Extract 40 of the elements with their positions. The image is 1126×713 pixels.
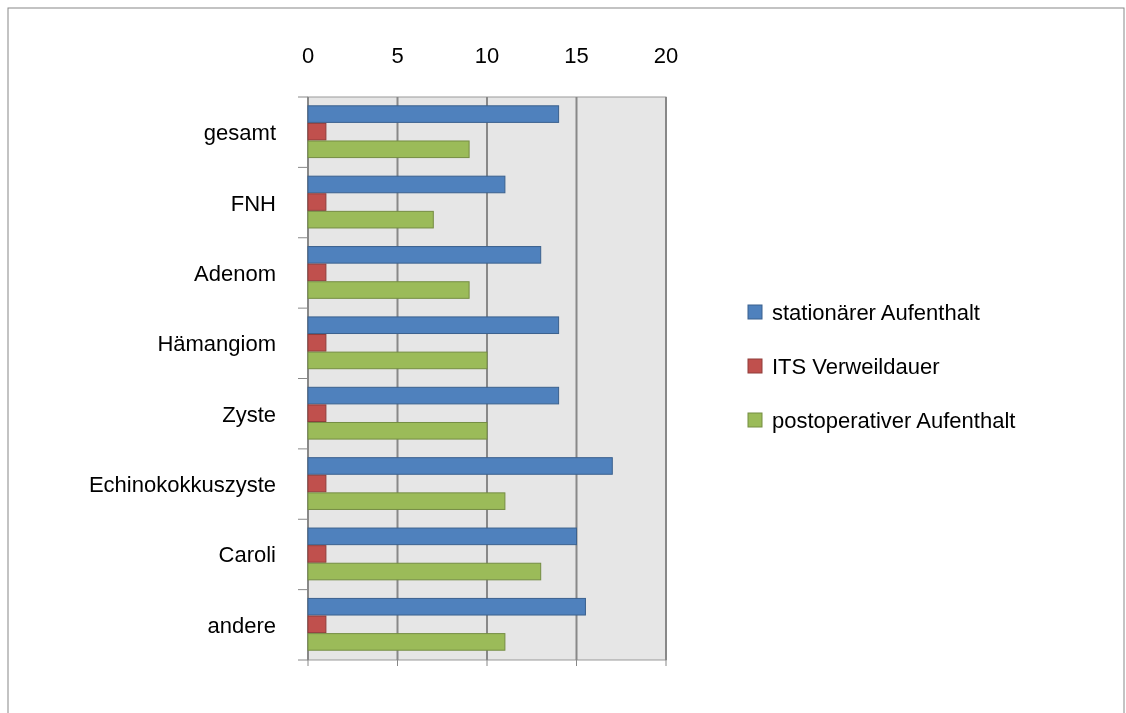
bar	[307, 386, 560, 405]
y-tick-label: Hämangiom	[157, 331, 276, 357]
legend-label: stationärer Aufenthalt	[772, 300, 980, 325]
bar	[307, 281, 470, 299]
bar	[307, 263, 327, 282]
legend-label: postoperativer Aufenthalt	[772, 408, 1016, 433]
bar	[307, 246, 542, 264]
x-tick-label: 10	[474, 43, 500, 68]
bar	[307, 334, 327, 352]
y-tick-label: Adenom	[194, 260, 276, 286]
bar	[307, 527, 577, 546]
bar	[307, 597, 586, 616]
bar	[307, 562, 542, 581]
bar	[307, 404, 327, 422]
bar	[307, 545, 327, 563]
y-tick-label: andere	[207, 612, 276, 638]
y-tick-label: FNH	[230, 190, 276, 216]
x-tick-label: 5	[391, 43, 404, 68]
bar	[307, 193, 327, 211]
y-tick-label: Caroli	[218, 542, 276, 568]
bar	[307, 105, 560, 123]
bar	[307, 421, 488, 440]
y-tick-label: Echinokokkuszyste	[88, 472, 276, 498]
bar	[307, 316, 560, 335]
bar	[307, 210, 434, 229]
x-tick-label: 15	[564, 43, 589, 68]
y-tick-label: gesamt	[203, 120, 276, 146]
bar	[307, 175, 506, 194]
bar	[307, 122, 327, 141]
bar	[307, 474, 327, 493]
bar	[307, 457, 613, 475]
bar	[307, 633, 506, 651]
bar	[307, 351, 488, 370]
legend-label: ITS Verweildauer	[772, 354, 940, 379]
y-tick-label: Zyste	[222, 401, 276, 427]
x-tick-label: 0	[301, 43, 315, 68]
bar	[307, 615, 327, 634]
bar	[307, 492, 506, 510]
x-tick-label: 20	[653, 43, 679, 68]
bar	[307, 140, 470, 159]
